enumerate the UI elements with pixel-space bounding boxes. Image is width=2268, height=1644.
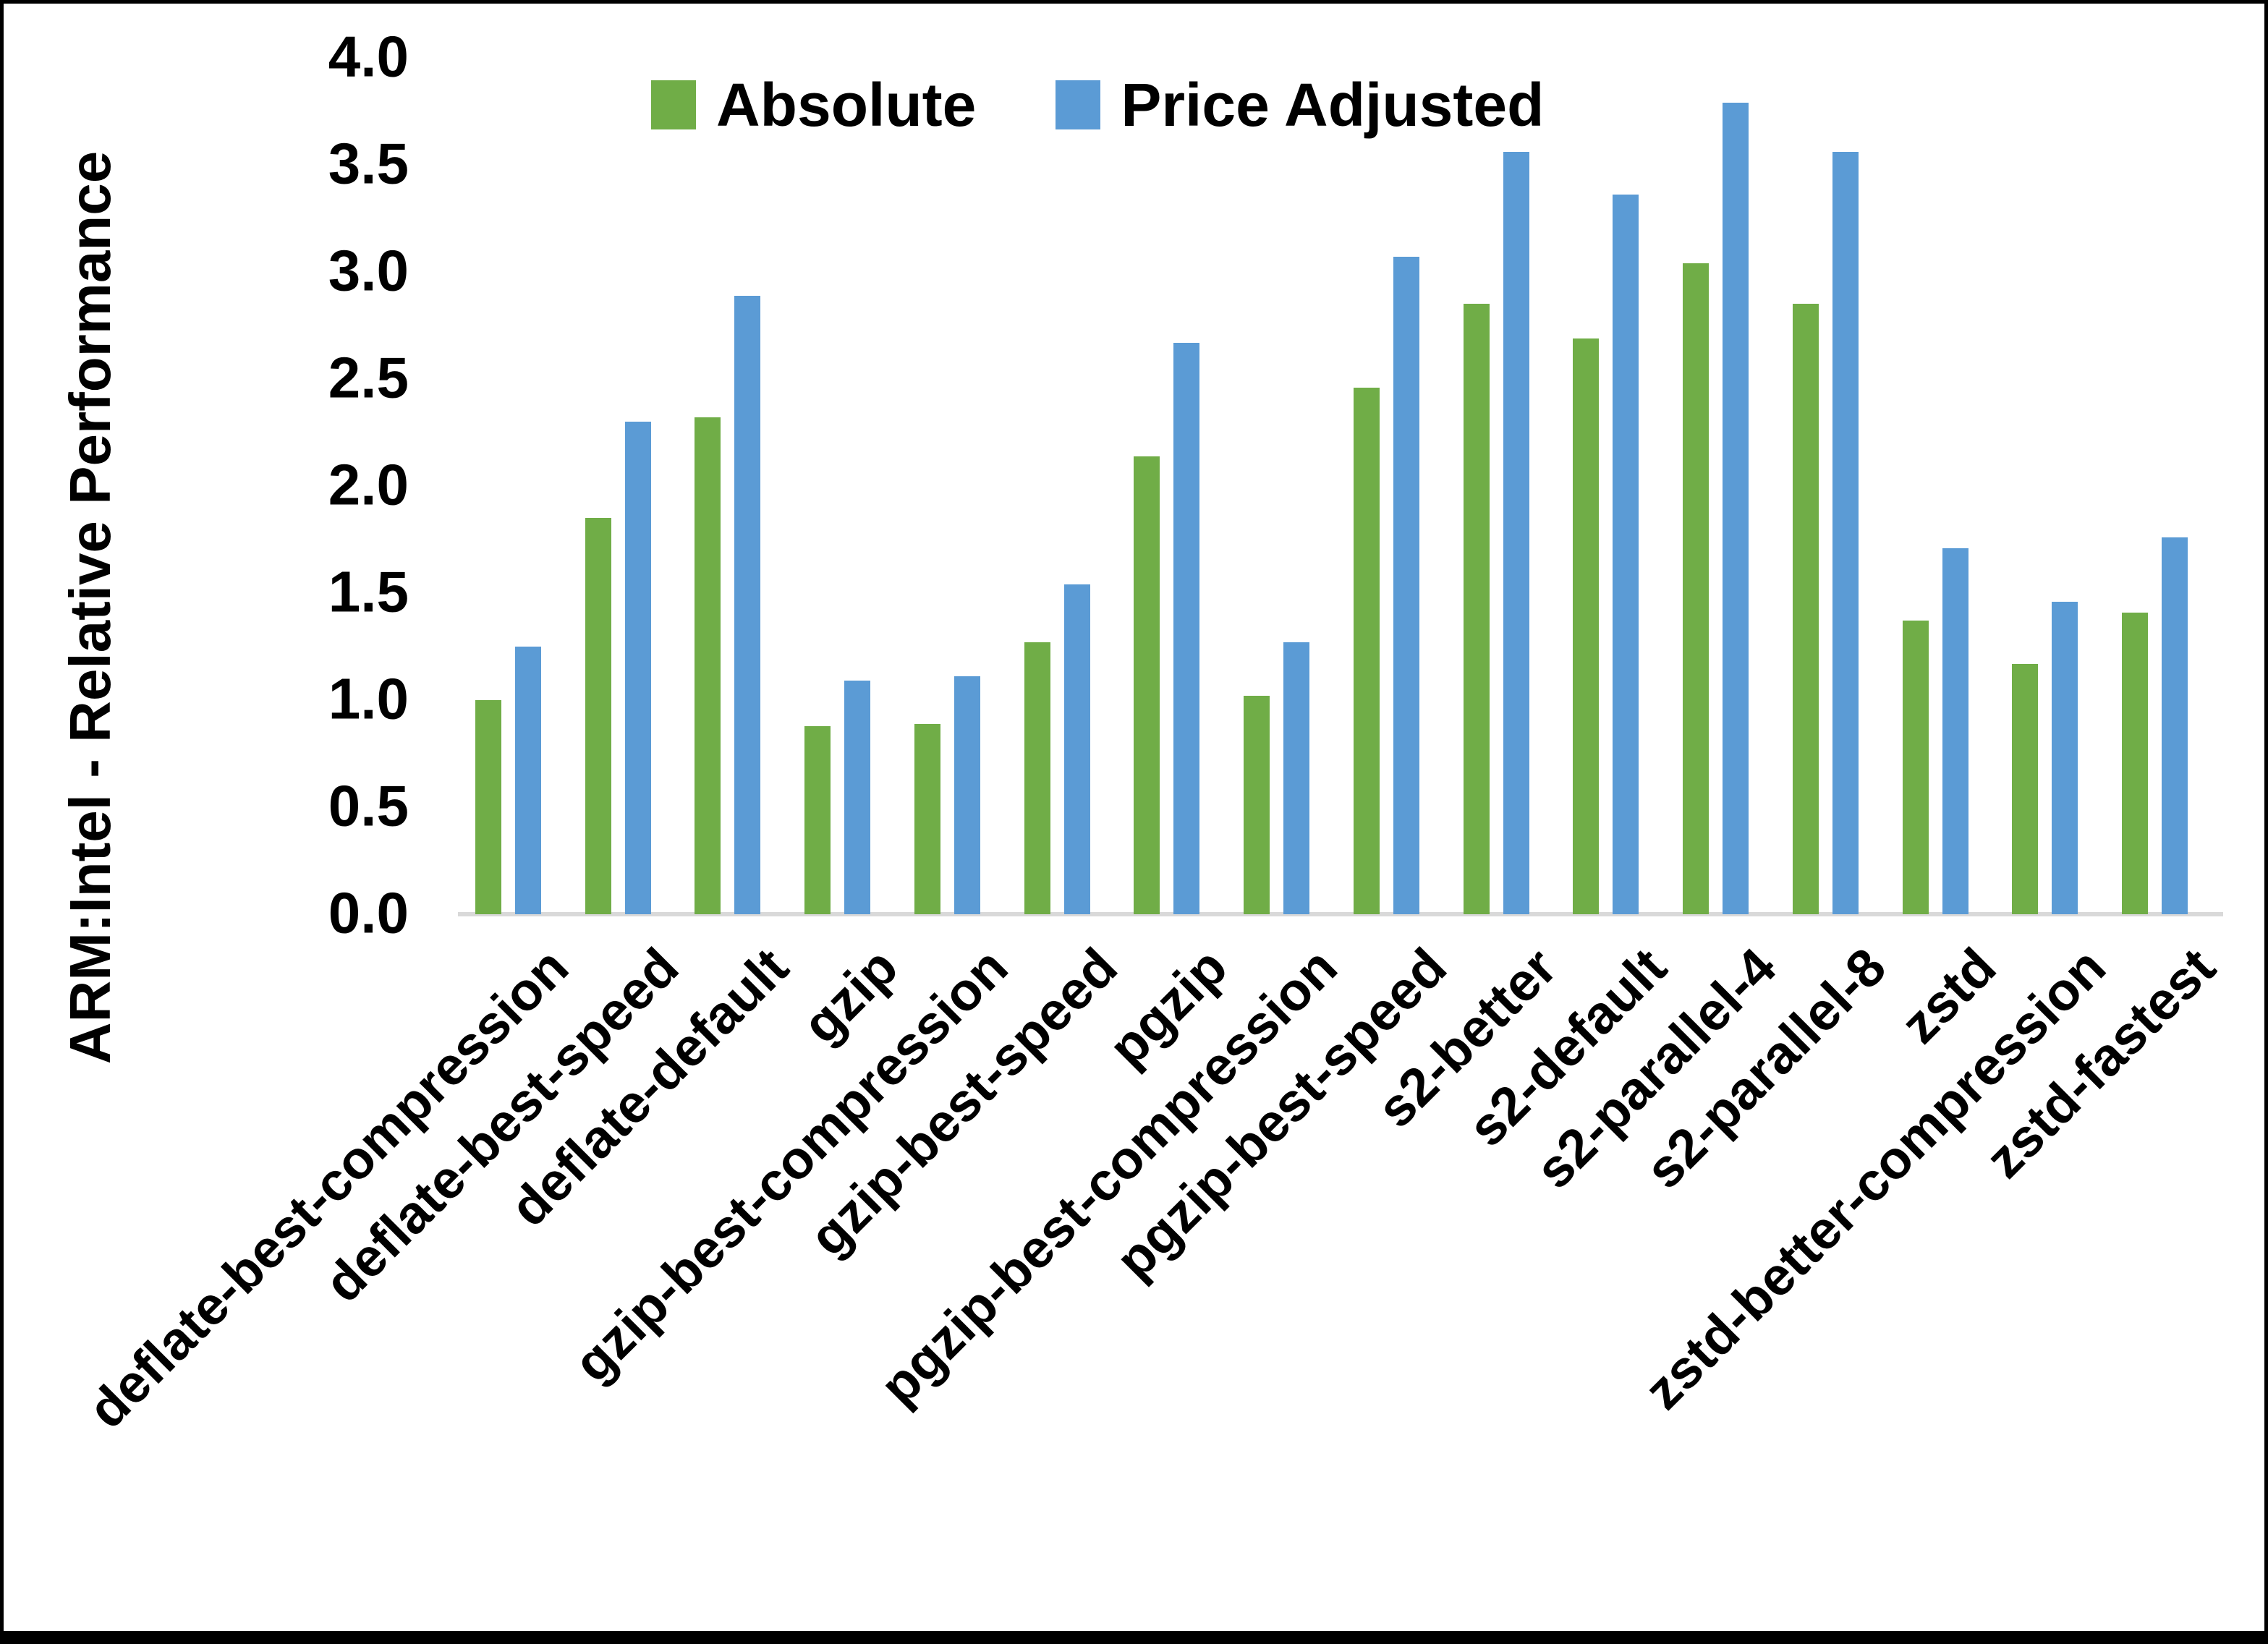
bar-absolute-pgzip-best-speed (1353, 387, 1380, 914)
legend-swatch-absolute (651, 80, 696, 129)
bar-absolute-zstd-better-compression (2012, 663, 2039, 914)
bar-price-adjusted-gzip-best-speed (1063, 584, 1090, 914)
y-tick-label: 0.5 (328, 773, 409, 838)
x-category-label: deflate-best-compression (76, 936, 580, 1440)
bar-price-adjusted-s2-default (1613, 195, 1639, 914)
bar-absolute-deflate-default (695, 417, 721, 914)
y-tick-label: 1.0 (328, 666, 409, 731)
bar-price-adjusted-deflate-default (734, 295, 761, 914)
bar-absolute-gzip-best-compression (914, 723, 940, 914)
bar-price-adjusted-zstd-fastest (2162, 537, 2188, 914)
bar-price-adjusted-s2-better (1503, 152, 1529, 914)
bar-price-adjusted-zstd (1942, 548, 1968, 914)
bar-price-adjusted-gzip-best-compression (954, 676, 980, 914)
bar-price-adjusted-pgzip-best-speed (1393, 257, 1419, 914)
y-axis-title: ARM:Intel - Relative Performance (58, 150, 122, 1065)
legend-label: Price Adjusted (1121, 71, 1545, 139)
legend-label: Absolute (716, 71, 977, 139)
bar-absolute-s2-parallel-4 (1683, 263, 1710, 914)
bar-absolute-pgzip-best-compression (1244, 696, 1270, 914)
bar-absolute-pgzip (1134, 456, 1160, 914)
bar-absolute-s2-default (1573, 338, 1600, 914)
bar-absolute-deflate-best-compression (475, 700, 501, 914)
bar-price-adjusted-pgzip-best-compression (1283, 642, 1310, 914)
bar-price-adjusted-s2-parallel-4 (1723, 103, 1749, 914)
bar-price-adjusted-deflate-best-compression (514, 647, 541, 914)
y-tick-label: 4.0 (328, 24, 409, 89)
bar-absolute-gzip (804, 725, 831, 914)
bar-absolute-s2-parallel-8 (1792, 304, 1819, 914)
legend: Absolute Price Adjusted (651, 74, 1544, 135)
bar-absolute-zstd (1902, 621, 1929, 914)
y-tick-label: 0.0 (328, 880, 409, 945)
bar-price-adjusted-pgzip (1173, 342, 1200, 914)
bar-price-adjusted-gzip (844, 681, 871, 914)
bar-price-adjusted-zstd-better-compression (2052, 601, 2078, 914)
legend-item-absolute: Absolute (651, 74, 976, 135)
x-axis-line (458, 912, 2223, 916)
legend-item-price-adjusted: Price Adjusted (1056, 74, 1544, 135)
y-tick-label: 2.5 (328, 345, 409, 410)
y-tick-label: 1.5 (328, 559, 409, 624)
y-tick-label: 2.0 (328, 452, 409, 517)
bar-absolute-gzip-best-speed (1024, 642, 1050, 914)
bar-absolute-zstd-fastest (2122, 612, 2149, 914)
bar-absolute-deflate-best-speed (585, 518, 611, 914)
bar-price-adjusted-deflate-best-speed (624, 422, 651, 914)
y-tick-label: 3.0 (328, 238, 409, 303)
legend-swatch-price-adjusted (1056, 80, 1101, 129)
bar-absolute-s2-better (1463, 304, 1490, 914)
y-tick-label: 3.5 (328, 131, 409, 196)
bar-price-adjusted-s2-parallel-8 (1832, 152, 1859, 914)
